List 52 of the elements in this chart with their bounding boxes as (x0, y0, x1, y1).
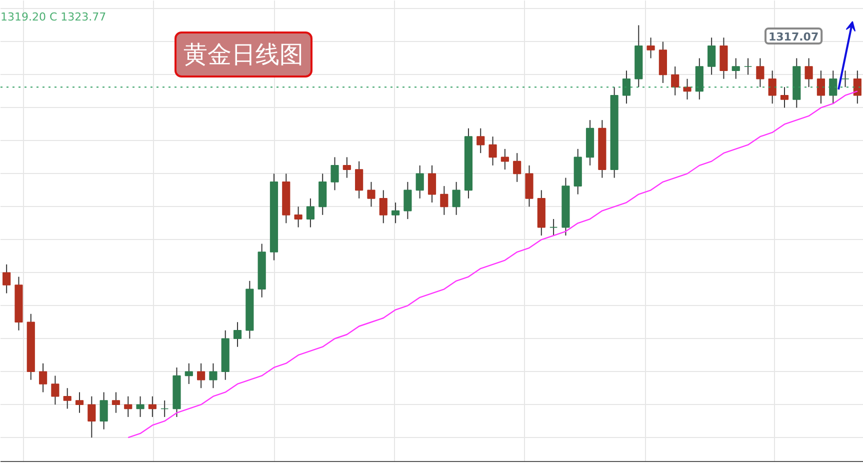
candlestick (853, 70, 862, 104)
candlestick (306, 198, 314, 228)
candlestick (355, 160, 364, 199)
candlestick (476, 128, 485, 154)
candlestick (708, 37, 716, 76)
candlestick (184, 362, 193, 384)
candlestick (841, 70, 850, 88)
candlestick (367, 181, 376, 208)
candlestick (330, 156, 339, 191)
candlestick (197, 362, 206, 389)
candlestick (428, 164, 436, 204)
text: 黄金日线图 (184, 40, 304, 68)
candlestick (38, 362, 48, 393)
candlestick (88, 396, 96, 438)
candlestick (160, 400, 169, 418)
text: 1319.20 C 1323.77 (0, 10, 106, 24)
candlestick (100, 392, 108, 430)
candlestick (440, 186, 448, 216)
candlestick (136, 396, 144, 418)
candlestick (804, 58, 813, 88)
candlestick (816, 70, 826, 104)
candlestick (112, 392, 120, 414)
candlestick (209, 362, 218, 389)
candlestick (756, 58, 764, 88)
candlestick (404, 181, 412, 220)
candlestick (683, 78, 692, 100)
annotation: 1317.07 (768, 30, 819, 44)
candlestick (124, 396, 132, 418)
candlestick (63, 388, 72, 410)
candlestick (294, 206, 302, 228)
candlestick (500, 148, 509, 170)
candlestick (342, 156, 351, 178)
candlestick (550, 218, 558, 236)
candlestick (391, 202, 400, 224)
candlestick (233, 322, 242, 348)
candlestick (2, 264, 11, 294)
candlestick (829, 70, 838, 104)
candlestick (768, 70, 776, 104)
candlestick (671, 66, 680, 96)
candlestick (75, 392, 84, 414)
candlestick (780, 86, 789, 108)
candlestick (488, 136, 497, 166)
candlestick (51, 375, 60, 406)
candlestick (646, 37, 655, 59)
candlestick (148, 396, 156, 418)
candlestick (744, 58, 752, 76)
candlestick (732, 58, 740, 80)
candlestick (513, 152, 522, 182)
candlestick (379, 190, 388, 224)
candlestick (622, 70, 631, 104)
candlestick (416, 164, 424, 199)
candlestick (452, 181, 460, 216)
